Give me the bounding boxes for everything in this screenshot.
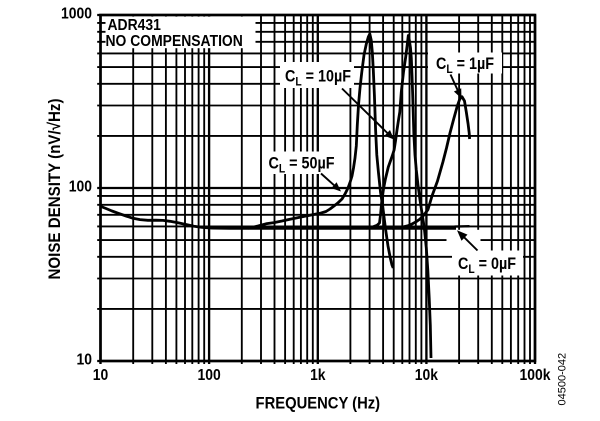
- svg-text:ADR431: ADR431: [108, 16, 161, 34]
- svg-text:1000: 1000: [61, 5, 92, 23]
- svg-text:CL = 1µF: CL = 1µF: [436, 55, 494, 76]
- svg-text:100: 100: [197, 366, 220, 384]
- svg-text:CL = 50µF: CL = 50µF: [269, 155, 335, 176]
- svg-text:NO COMPENSATION: NO COMPENSATION: [106, 32, 243, 50]
- svg-text:CL = 10µF: CL = 10µF: [285, 68, 351, 89]
- svg-text:100k: 100k: [520, 366, 552, 384]
- svg-text:FREQUENCY (Hz): FREQUENCY (Hz): [256, 395, 381, 413]
- svg-text:04500-042: 04500-042: [557, 353, 569, 406]
- svg-text:1k: 1k: [310, 366, 326, 384]
- svg-text:10: 10: [77, 351, 92, 369]
- svg-text:CL = 0µF: CL = 0µF: [458, 255, 516, 276]
- svg-text:10k: 10k: [415, 366, 439, 384]
- svg-text:100: 100: [69, 178, 92, 196]
- svg-text:10: 10: [93, 366, 108, 384]
- svg-text:NOISE DENSITY (nV/√Hz): NOISE DENSITY (nV/√Hz): [45, 98, 64, 279]
